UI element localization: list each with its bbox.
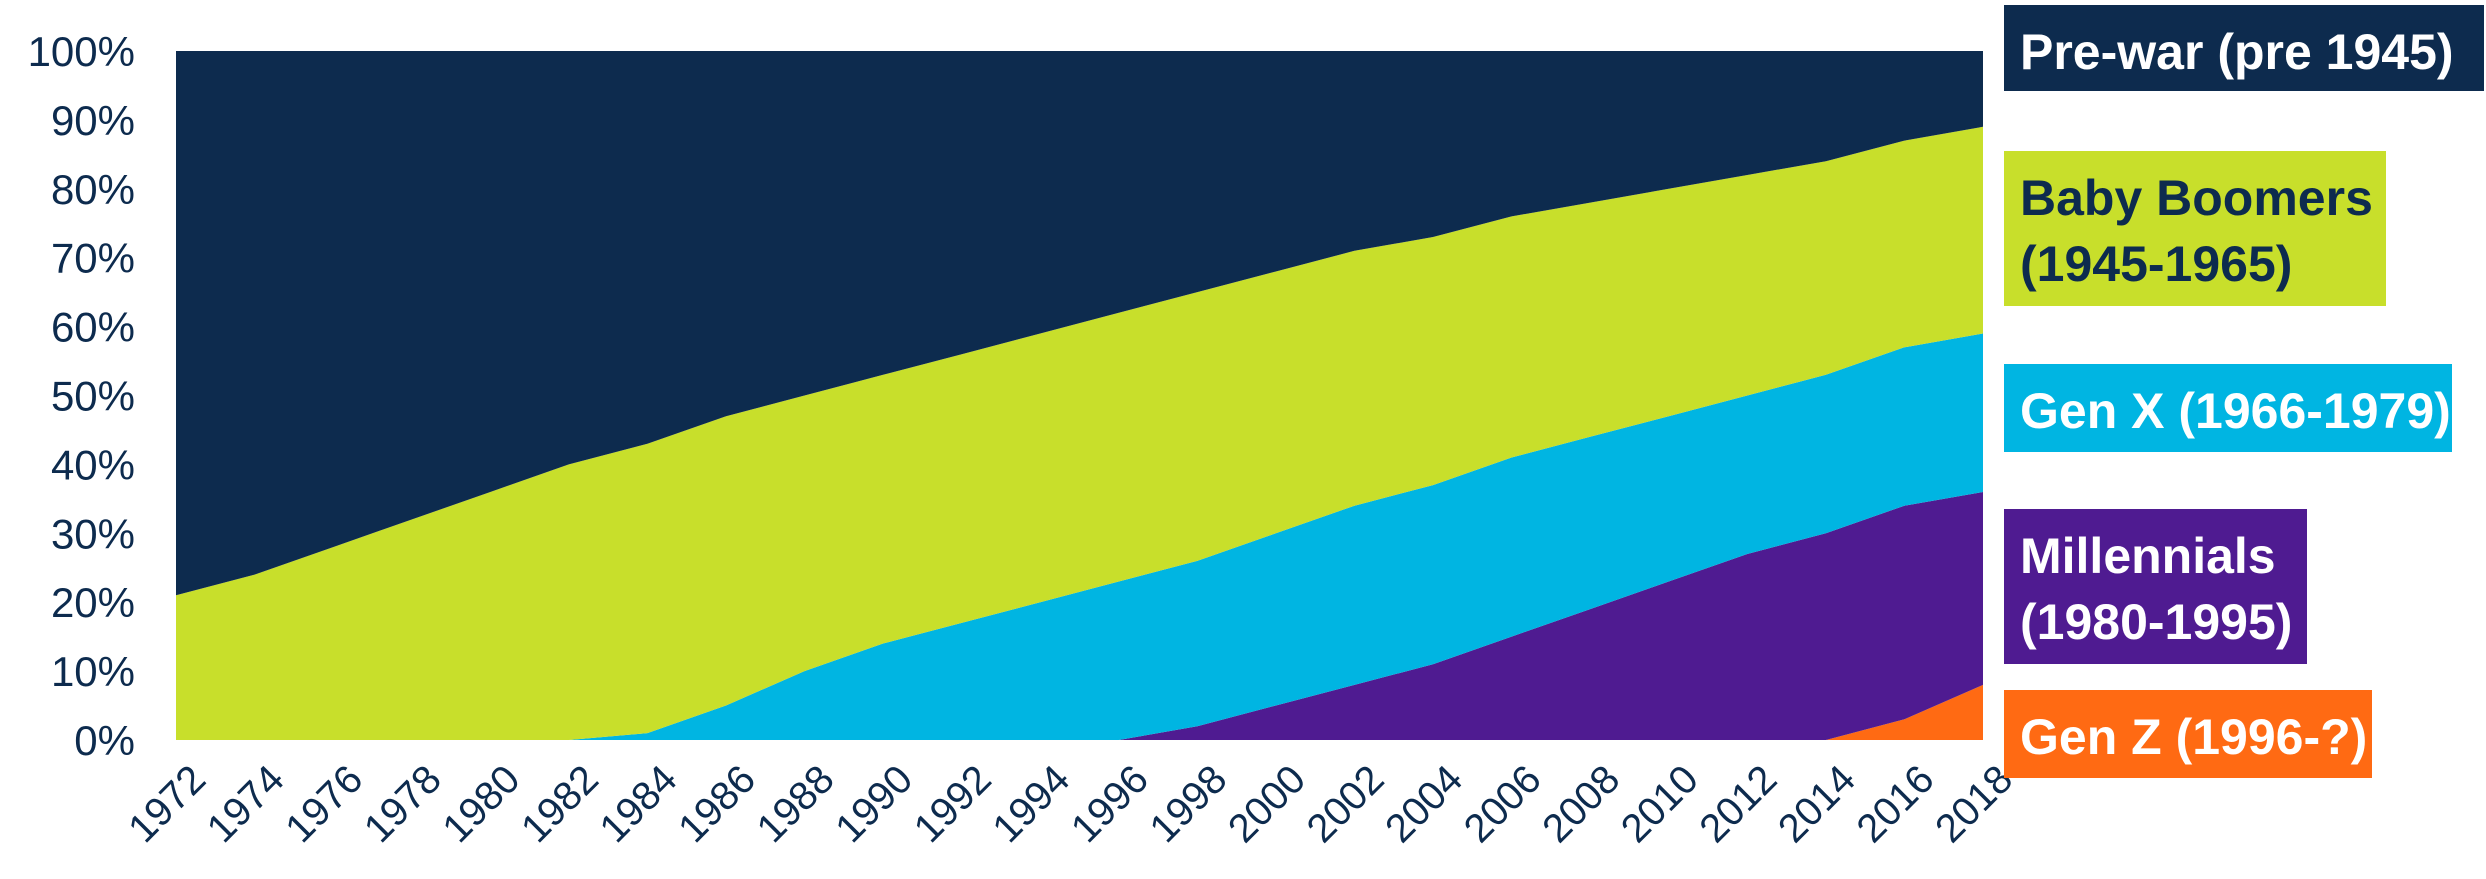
legend-pre-war-label: Pre-war (pre 1945) (2020, 24, 2454, 80)
x-tick-label: 2016 (1849, 757, 1943, 851)
legend-millennials-label-line1: Millennials (2020, 528, 2276, 584)
legend-gen-z-label: Gen Z (1996-?) (2020, 709, 2368, 765)
y-tick-label: 10% (51, 648, 135, 695)
x-tick-label: 2004 (1377, 757, 1471, 851)
area-series-4 (176, 51, 1983, 596)
legend-millennials-label-line2: (1980-1995) (2020, 594, 2293, 650)
y-tick-label: 50% (51, 373, 135, 420)
legend-pre-war: Pre-war (pre 1945) (2004, 5, 2484, 91)
y-tick-label: 40% (51, 441, 135, 488)
x-tick-label: 1994 (984, 757, 1078, 851)
chart-areas (176, 51, 1983, 741)
x-tick-label: 2010 (1613, 757, 1707, 851)
legend-baby-boomers-label-line2: (1945-1965) (2020, 236, 2293, 292)
area-series-2 (176, 333, 1983, 740)
legend-gen-x: Gen X (1966-1979) (2004, 364, 2452, 452)
legend-millennials: Millennials (1980-1995) (2004, 509, 2307, 664)
y-tick-label: 20% (51, 579, 135, 626)
x-tick-label: 1984 (592, 757, 686, 851)
x-axis-ticks: 1972197419761978198019821984198619881990… (120, 757, 2021, 851)
x-tick-label: 2012 (1691, 757, 1785, 851)
x-tick-label: 1972 (120, 757, 214, 851)
y-tick-label: 70% (51, 235, 135, 282)
x-tick-label: 1986 (670, 757, 764, 851)
x-tick-label: 1992 (906, 757, 1000, 851)
legend-gen-x-label: Gen X (1966-1979) (2020, 383, 2451, 439)
y-tick-label: 30% (51, 510, 135, 557)
x-tick-label: 1980 (434, 757, 528, 851)
x-tick-label: 1998 (1141, 757, 1235, 851)
x-tick-label: 1974 (199, 757, 293, 851)
y-tick-label: 0% (74, 717, 135, 764)
y-axis-ticks: 0% 10% 20% 30% 40% 50% 60% 70% 80% 90% 100% (28, 28, 135, 764)
area-series-1 (176, 492, 1983, 740)
x-tick-label: 1990 (827, 757, 921, 851)
legend-gen-z: Gen Z (1996-?) (2004, 690, 2372, 778)
x-tick-label: 2000 (1220, 757, 1314, 851)
x-tick-label: 1996 (1063, 757, 1157, 851)
legend-baby-boomers: Baby Boomers (1945-1965) (2004, 151, 2386, 306)
x-tick-label: 1988 (749, 757, 843, 851)
y-tick-label: 100% (28, 28, 135, 75)
area-series-3 (176, 126, 1983, 741)
legend-baby-boomers-label-line1: Baby Boomers (2020, 170, 2373, 226)
x-tick-label: 2002 (1299, 757, 1393, 851)
x-tick-label: 2008 (1534, 757, 1628, 851)
x-tick-label: 2006 (1456, 757, 1550, 851)
y-tick-label: 90% (51, 97, 135, 144)
y-tick-label: 80% (51, 166, 135, 213)
x-tick-label: 1976 (277, 757, 371, 851)
x-tick-label: 1978 (356, 757, 450, 851)
y-tick-label: 60% (51, 304, 135, 351)
x-tick-label: 2014 (1770, 757, 1864, 851)
x-tick-label: 1982 (513, 757, 607, 851)
